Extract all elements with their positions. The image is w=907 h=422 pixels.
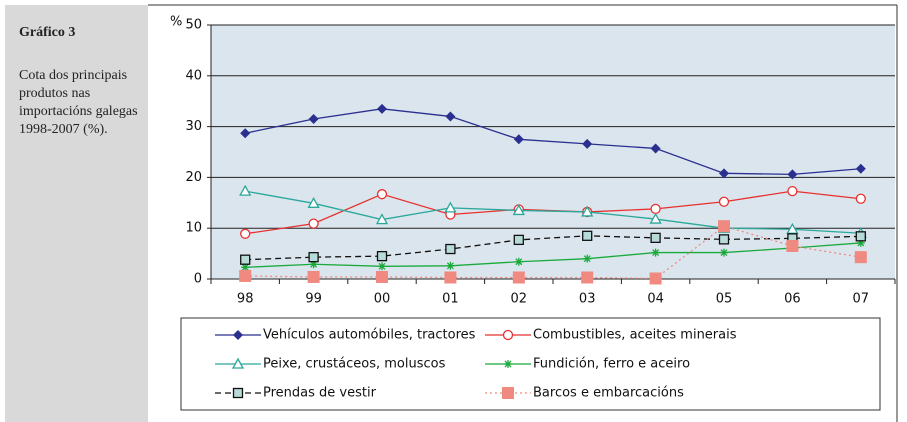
marker xyxy=(375,213,389,225)
x-tick-label: 04 xyxy=(647,292,664,307)
x-tick-label: 07 xyxy=(853,292,870,307)
marker xyxy=(378,262,386,271)
x-tick-label: 99 xyxy=(305,292,322,307)
y-tick-label: 50 xyxy=(185,18,202,33)
marker xyxy=(650,203,661,215)
marker xyxy=(307,196,320,208)
marker xyxy=(240,228,251,239)
marker xyxy=(583,254,592,263)
marker xyxy=(504,360,512,368)
marker xyxy=(376,250,388,262)
x-tick-label: 98 xyxy=(237,292,254,307)
marker xyxy=(444,201,457,213)
marker xyxy=(719,168,729,179)
x-tick-label: 06 xyxy=(784,292,801,307)
x-tick-label: 02 xyxy=(511,292,528,307)
x-tick-label: 00 xyxy=(374,292,391,307)
marker xyxy=(512,271,525,284)
marker xyxy=(581,205,594,217)
legend-label: Prendas de vestir xyxy=(263,386,377,401)
marker xyxy=(787,185,798,197)
marker xyxy=(241,263,250,272)
marker xyxy=(502,329,514,341)
y-axis-label: % xyxy=(170,15,182,30)
marker xyxy=(512,204,525,216)
marker xyxy=(649,272,662,285)
legend-label: Vehículos automóbiles, tractores xyxy=(263,328,476,343)
marker xyxy=(651,248,660,257)
marker xyxy=(854,251,867,264)
legend-label: Combustibles, aceites minerais xyxy=(533,328,737,343)
series-line xyxy=(245,242,861,268)
marker xyxy=(514,257,523,266)
y-tick-label: 30 xyxy=(185,119,202,134)
marker xyxy=(308,218,319,229)
marker xyxy=(308,252,319,263)
marker xyxy=(309,260,318,269)
marker xyxy=(232,387,244,399)
y-tick-label: 10 xyxy=(185,221,202,236)
marker xyxy=(233,330,243,340)
series-line xyxy=(245,190,861,234)
marker xyxy=(446,261,455,270)
y-tick-label: 40 xyxy=(185,68,202,83)
panel-title: Gráfico 3 xyxy=(19,25,76,40)
marker xyxy=(855,163,866,174)
marker xyxy=(376,189,388,200)
marker xyxy=(377,103,387,114)
marker xyxy=(240,254,251,265)
marker xyxy=(720,248,728,257)
marker xyxy=(582,230,593,241)
marker xyxy=(231,357,245,369)
series-line xyxy=(245,108,861,176)
x-tick-label: 03 xyxy=(579,292,596,307)
marker xyxy=(855,231,866,242)
y-tick-label: 0 xyxy=(194,272,202,287)
marker xyxy=(239,184,252,196)
side-panel: Gráfico 3 Cota dos principais produtos n… xyxy=(5,5,148,422)
marker xyxy=(786,239,799,252)
marker xyxy=(445,111,456,122)
marker xyxy=(307,270,320,283)
legend-label: Barcos e embarcacións xyxy=(533,386,684,401)
marker xyxy=(650,232,661,244)
x-tick-label: 01 xyxy=(442,292,459,307)
legend-label: Fundición, ferro e aceiro xyxy=(533,357,690,372)
series-line xyxy=(245,235,861,261)
marker xyxy=(502,387,514,399)
marker xyxy=(582,138,593,149)
marker xyxy=(513,234,524,246)
marker xyxy=(718,220,730,233)
legend-label: Peixe, crustáceos, moluscos xyxy=(263,357,446,372)
marker xyxy=(445,243,456,255)
marker xyxy=(513,134,524,145)
marker xyxy=(240,128,251,139)
x-tick-label: 05 xyxy=(716,292,733,307)
marker xyxy=(718,234,730,245)
marker xyxy=(718,196,730,207)
marker xyxy=(581,271,594,284)
marker xyxy=(308,113,319,124)
y-tick-label: 20 xyxy=(185,170,202,185)
marker xyxy=(650,143,661,154)
marker xyxy=(855,193,866,204)
plot-area xyxy=(211,25,895,279)
marker xyxy=(444,271,457,284)
marker xyxy=(856,238,865,247)
marker xyxy=(787,169,798,180)
marker xyxy=(649,212,662,224)
marker xyxy=(239,269,252,282)
marker xyxy=(376,270,388,283)
panel-description: Cota dos principais produtos nas importa… xyxy=(19,68,138,137)
